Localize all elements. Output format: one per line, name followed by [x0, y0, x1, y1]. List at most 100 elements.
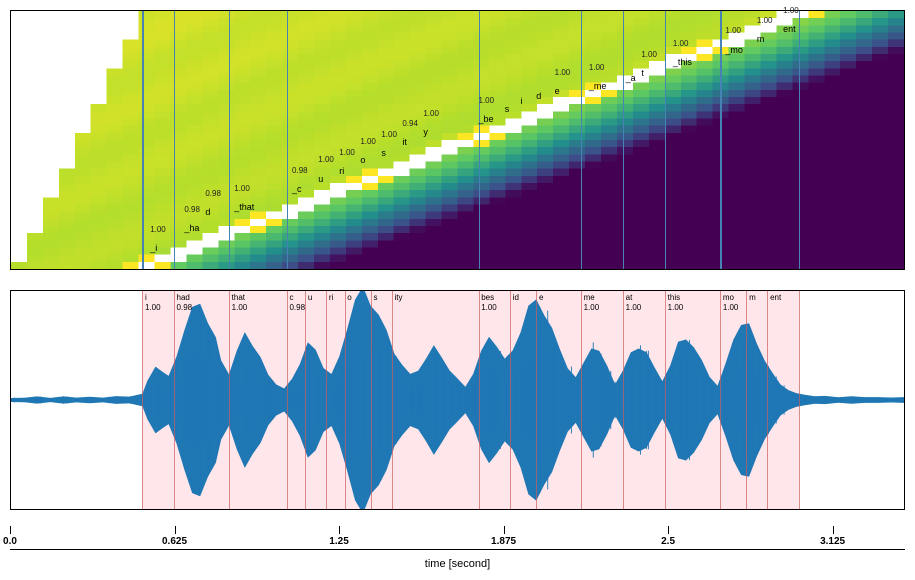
word-probability: 1.00 — [626, 303, 642, 312]
word-probability: 1.00 — [145, 303, 161, 312]
token-label: y — [423, 127, 428, 137]
word-label: u — [308, 293, 312, 302]
word-boundary — [746, 291, 747, 509]
word-boundary — [229, 291, 230, 509]
word-boundary — [536, 291, 537, 509]
word-label: c — [289, 293, 293, 302]
word-boundary — [174, 291, 175, 509]
word-boundary — [305, 291, 306, 509]
word-boundary — [623, 291, 624, 509]
spectrogram-overlay: _i1.00_ha0.98d0.98_that1.00_c0.98u1.00ri… — [11, 11, 904, 269]
word-boundary — [720, 291, 721, 509]
word-label: that — [232, 293, 245, 302]
token-label: _me — [589, 81, 607, 91]
token-label: _c — [292, 184, 302, 194]
token-label: _be — [479, 114, 494, 124]
segment-divider — [623, 11, 625, 269]
waveform-panel: i1.00had0.98that1.00c0.98uriositybes1.00… — [10, 290, 905, 510]
segment-divider — [581, 11, 583, 269]
x-tick-label: 0.625 — [162, 536, 187, 547]
token-probability: 1.00 — [423, 109, 439, 118]
word-label: ity — [395, 293, 403, 302]
word-label: id — [513, 293, 519, 302]
x-tick — [504, 526, 505, 534]
waveform-overlay: i1.00had0.98that1.00c0.98uriositybes1.00… — [11, 291, 904, 509]
token-probability: 1.00 — [555, 68, 571, 77]
spectrogram-panel: _i1.00_ha0.98d0.98_that1.00_c0.98u1.00ri… — [10, 10, 905, 270]
word-label: o — [347, 293, 351, 302]
word-boundary — [767, 291, 768, 509]
token-probability: 1.00 — [783, 6, 799, 15]
word-label: at — [626, 293, 633, 302]
token-probability: 1.00 — [234, 184, 250, 193]
word-probability: 0.98 — [177, 303, 193, 312]
word-label: bes — [481, 293, 494, 302]
x-tick — [10, 526, 11, 534]
token-label: e — [555, 86, 560, 96]
word-boundary — [581, 291, 582, 509]
x-tick-label: 3.125 — [820, 536, 845, 547]
word-boundary — [287, 291, 288, 509]
token-label: s — [381, 148, 386, 158]
x-tick-label: 1.875 — [491, 536, 516, 547]
token-label: ent — [783, 24, 796, 34]
word-label: mo — [723, 293, 734, 302]
word-probability: 0.98 — [289, 303, 305, 312]
x-tick — [339, 526, 340, 534]
word-label: ri — [329, 293, 333, 302]
token-probability: 1.00 — [339, 148, 355, 157]
word-boundary — [142, 291, 143, 509]
token-probability: 1.00 — [725, 26, 741, 35]
token-label: ri — [339, 166, 344, 176]
token-probability: 1.00 — [641, 50, 657, 59]
token-label: _i — [150, 243, 157, 253]
token-probability: 1.00 — [589, 63, 605, 72]
word-label: me — [584, 293, 595, 302]
figure-root: _i1.00_ha0.98d0.98_that1.00_c0.98u1.00ri… — [10, 10, 905, 570]
word-boundary — [665, 291, 666, 509]
token-label: _a — [626, 73, 636, 83]
token-label: _mo — [725, 45, 743, 55]
word-boundary — [510, 291, 511, 509]
token-probability: 1.00 — [360, 137, 376, 146]
x-tick — [833, 526, 834, 534]
word-label: i — [145, 293, 147, 302]
token-probability: 0.98 — [205, 189, 221, 198]
word-probability: 1.00 — [723, 303, 739, 312]
x-tick-label: 0.0 — [3, 536, 17, 547]
token-label: u — [318, 174, 323, 184]
word-probability: 1.00 — [481, 303, 497, 312]
segment-divider — [229, 11, 231, 269]
x-tick — [668, 526, 669, 534]
x-tick — [175, 526, 176, 534]
x-tick-label: 2.5 — [661, 536, 675, 547]
token-label: _ha — [184, 223, 199, 233]
token-probability: 1.00 — [381, 130, 397, 139]
token-label: m — [757, 34, 765, 44]
token-probability: 0.98 — [292, 166, 308, 175]
word-label: had — [177, 293, 190, 302]
token-label: i — [521, 96, 523, 106]
token-label: o — [360, 155, 365, 165]
token-probability: 0.98 — [184, 205, 200, 214]
word-boundary — [799, 291, 800, 509]
token-probability: 1.00 — [150, 225, 166, 234]
word-boundary — [345, 291, 346, 509]
token-label: _this — [673, 57, 692, 67]
x-axis: 0.00.6251.251.8752.53.125 time [second] — [10, 530, 905, 570]
word-label: ent — [770, 293, 781, 302]
segment-divider — [174, 11, 176, 269]
token-probability: 0.94 — [402, 119, 418, 128]
word-boundary — [479, 291, 480, 509]
token-label: d — [205, 207, 210, 217]
segment-divider — [665, 11, 667, 269]
x-axis-label: time [second] — [425, 558, 490, 570]
token-label: s — [505, 104, 510, 114]
token-probability: 1.00 — [479, 96, 495, 105]
token-label: it — [402, 137, 407, 147]
word-label: m — [749, 293, 756, 302]
word-label: this — [668, 293, 680, 302]
word-boundary — [371, 291, 372, 509]
segment-divider — [142, 11, 144, 269]
token-probability: 1.00 — [673, 39, 689, 48]
